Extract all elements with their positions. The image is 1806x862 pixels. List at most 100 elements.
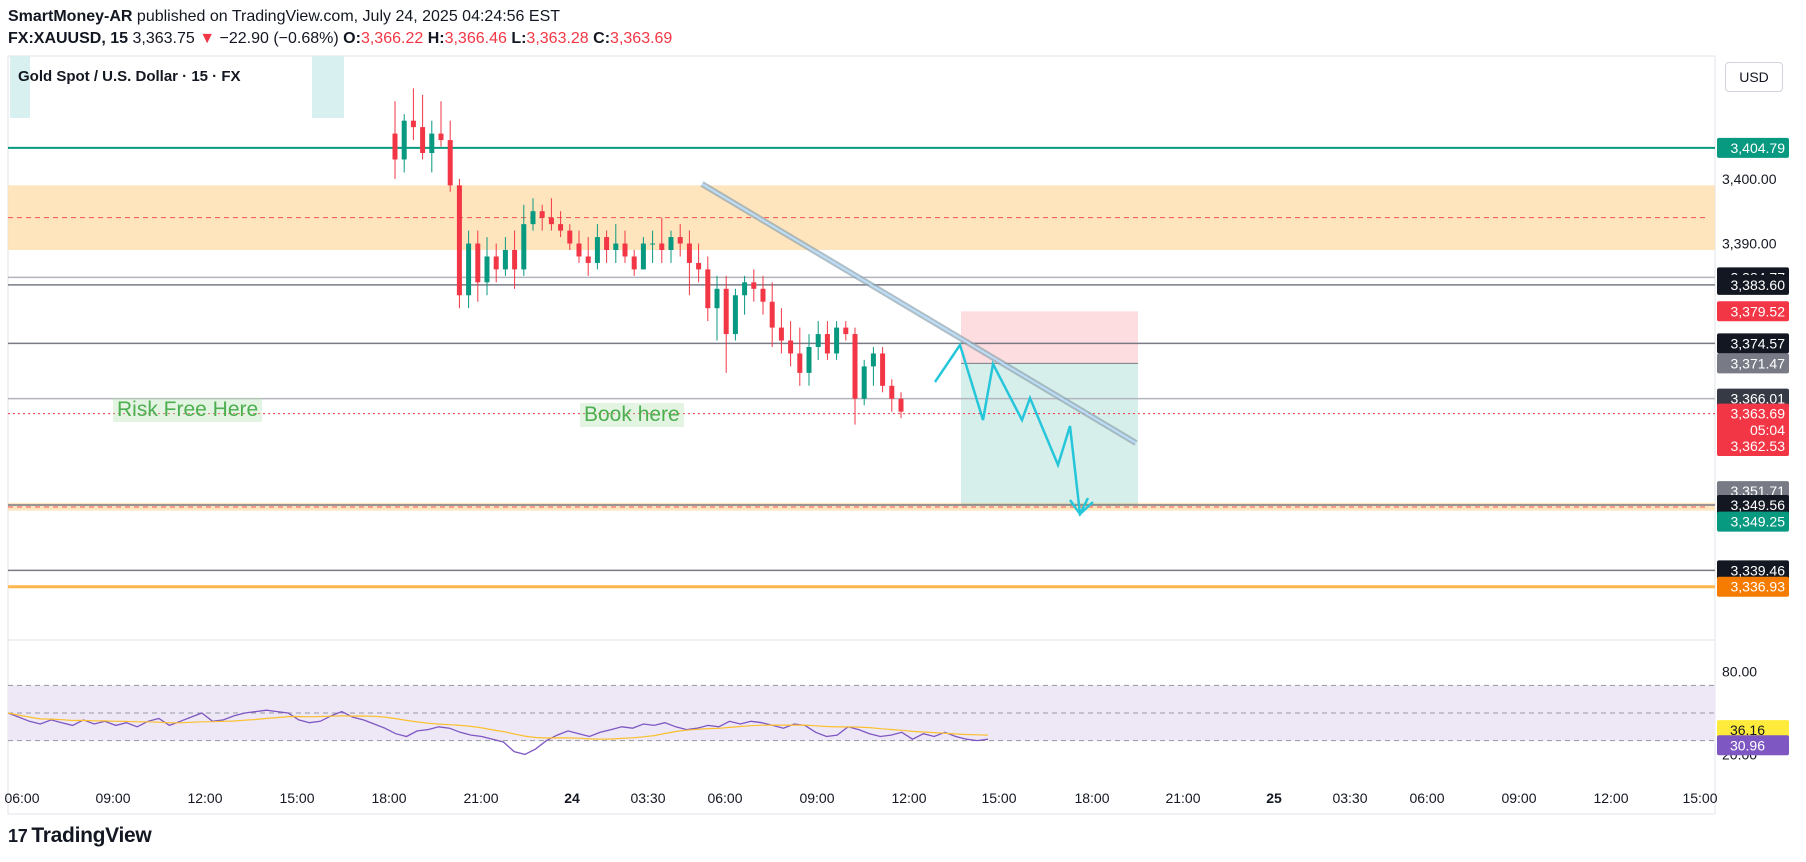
price-axis: 3,400.003,390.003,404.793,384.773,383.60… <box>1717 137 1789 597</box>
candle-body <box>806 347 812 373</box>
high-value: 3,366.46 <box>444 30 507 47</box>
supply-zone <box>8 502 1715 511</box>
currency-button[interactable]: USD <box>1725 62 1783 92</box>
pair-title: Gold Spot / U.S. Dollar · 15 · FX <box>18 68 241 85</box>
candle-body <box>898 398 904 412</box>
price-label-text: 3,374.57 <box>1731 335 1786 351</box>
time-tick-label: 18:00 <box>371 790 406 806</box>
price-label-badge <box>1717 403 1789 424</box>
rsi-value-badge <box>1717 735 1789 756</box>
time-tick-label: 18:00 <box>1074 790 1109 806</box>
candle-body <box>475 243 481 283</box>
candle-body <box>751 282 757 289</box>
price-label-badge <box>1717 576 1789 597</box>
candle-body <box>456 185 462 296</box>
candle-body <box>594 237 600 263</box>
candle-body <box>714 288 720 309</box>
time-tick-label: 24 <box>564 790 580 806</box>
drawings[interactable] <box>700 181 1138 517</box>
short-position-tool[interactable] <box>961 311 1138 506</box>
price-label-text: 3,349.56 <box>1731 497 1786 513</box>
published-text: published on TradingView.com, July 24, 2… <box>136 8 561 25</box>
candle-body <box>723 288 729 335</box>
candle-body <box>539 211 545 218</box>
time-tick-label: 15:00 <box>279 790 314 806</box>
price-tick-label: 3,400.00 <box>1722 171 1777 187</box>
tradingview-logo[interactable]: 17 TradingView <box>8 824 152 848</box>
open-value: 3,366.22 <box>360 30 424 47</box>
candle-body <box>760 288 766 302</box>
rsi-ma-line <box>7 712 989 740</box>
ohlc-line: FX:XAUUSD, 15 3,363.75 ▼ −22.90 (−0.68%)… <box>8 30 672 48</box>
candle-body <box>429 133 435 153</box>
candle-body <box>622 243 628 257</box>
time-tick-label: 09:00 <box>1501 790 1536 806</box>
price-label-text: 3,362.53 <box>1731 438 1786 454</box>
author-name[interactable]: SmartMoney-AR <box>8 8 133 25</box>
candle-body <box>401 120 407 160</box>
candle-body <box>484 256 490 283</box>
candle-body <box>861 366 867 399</box>
projected-price-path[interactable] <box>933 342 1094 517</box>
price-tick-label: 3,390.00 <box>1722 236 1777 252</box>
take-profit-area[interactable] <box>961 363 1138 506</box>
candle-body <box>530 211 536 225</box>
session-highlights <box>10 56 344 118</box>
candle-body <box>604 237 610 250</box>
low-label: L: <box>511 30 527 47</box>
time-tick-label: 12:00 <box>1593 790 1628 806</box>
candle-body <box>466 243 472 296</box>
rsi-line <box>7 709 989 756</box>
candle-body <box>788 340 794 354</box>
candle-body <box>438 133 444 141</box>
price-label-text: 3,383.60 <box>1731 277 1786 293</box>
candle-body <box>548 217 554 225</box>
candle-body <box>493 256 499 270</box>
time-axis: 06:00 09:00 12:00 15:00 18:00 21:00 24 03:30 06:… <box>4 790 1717 806</box>
price-label-text: 05:04 <box>1750 422 1785 438</box>
time-tick-label: 12:00 <box>187 790 222 806</box>
price-label-badge <box>1717 435 1789 456</box>
price-label-text: 3,404.79 <box>1731 140 1786 156</box>
time-tick-label: 06:00 <box>707 790 742 806</box>
risk-free-label[interactable]: Risk Free Here <box>113 398 263 422</box>
trendline-core <box>701 183 1137 444</box>
candle-body <box>797 353 803 373</box>
time-tick-label: 21:00 <box>463 790 498 806</box>
high-label: H: <box>427 30 445 47</box>
candle-body <box>778 327 784 341</box>
book-here-label[interactable]: Book here <box>580 403 684 427</box>
candle-body <box>732 295 738 335</box>
time-tick-label: 06:00 <box>1409 790 1444 806</box>
rsi-value-badge <box>1717 720 1789 741</box>
candle-body <box>521 224 527 270</box>
low-value: 3,363.28 <box>526 30 589 47</box>
price-label-badge <box>1717 560 1789 581</box>
price-label-badge <box>1717 137 1789 158</box>
time-tick-label: 06:00 <box>4 790 39 806</box>
price-label-text: 3,363.69 <box>1731 406 1786 422</box>
candle-body <box>769 301 775 328</box>
session-highlight <box>10 56 30 118</box>
candle-body <box>852 334 858 399</box>
rsi-value-text: 30.96 <box>1730 737 1765 753</box>
price-label-badge <box>1717 274 1789 295</box>
price-label-badge <box>1717 419 1789 440</box>
close-value: 3,363.69 <box>610 30 673 47</box>
candle-body <box>870 353 876 367</box>
candle-body <box>631 256 637 270</box>
price-label-text: 3,371.47 <box>1731 355 1786 371</box>
price-label-badge <box>1717 511 1789 532</box>
candle-body <box>705 269 711 309</box>
candle-body <box>576 243 582 257</box>
candle-body <box>880 353 886 386</box>
candle-body <box>420 127 426 153</box>
candle-body <box>585 256 591 263</box>
candle-body <box>567 230 573 244</box>
last-price: 3,363.75 <box>132 30 195 47</box>
time-tick-label: 21:00 <box>1165 790 1200 806</box>
time-tick-label: 15:00 <box>1682 790 1717 806</box>
candle-body <box>668 237 674 250</box>
